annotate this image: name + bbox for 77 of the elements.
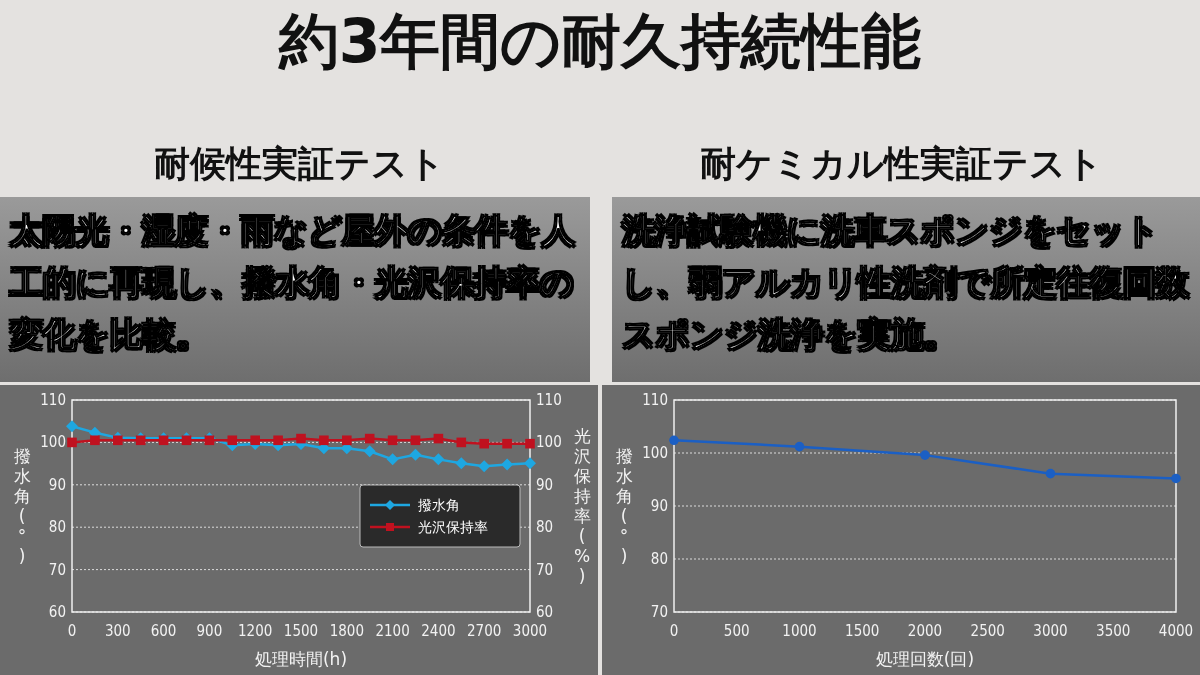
x-tick-label: 2700 (467, 622, 502, 640)
y-tick-label: 110 (642, 391, 668, 409)
x-tick-label: 2000 (907, 622, 943, 640)
x-tick-label: 600 (150, 622, 177, 640)
point (409, 448, 422, 461)
legend-label: 撥水角 (418, 497, 460, 513)
y-tick-label: 80 (48, 518, 66, 537)
x-tick-label: 0 (669, 622, 679, 640)
x-tick-label: 0 (67, 622, 77, 640)
point (920, 450, 930, 460)
point (90, 435, 100, 446)
point (501, 458, 514, 471)
x-tick-label: 2400 (421, 622, 456, 640)
point (387, 435, 398, 446)
y-tick-label: 80 (650, 550, 668, 568)
point (342, 435, 352, 446)
x-tick-label: 3000 (1033, 622, 1068, 640)
point (250, 435, 260, 446)
point (410, 435, 421, 446)
x-tick-label: 1500 (283, 622, 319, 640)
y2-tick-label: 70 (536, 560, 554, 579)
y-axis-title: 撥水角(°) (13, 446, 31, 566)
y2-tick-label: 110 (536, 391, 562, 409)
y2-tick-label: 80 (536, 518, 554, 537)
point (319, 435, 329, 446)
text: 約3年間の耐久持続性能 (277, 5, 923, 78)
point (273, 435, 283, 446)
y-tick-label: 110 (40, 391, 66, 409)
x-tick-label: 1000 (782, 622, 817, 640)
x-tick-label: 2500 (970, 622, 1005, 640)
x-tick-label: 4000 (1158, 622, 1194, 640)
x-tick-label: 900 (196, 622, 223, 640)
point (1045, 468, 1056, 479)
y2-axis-title: 光沢保持率(%) (573, 426, 591, 586)
point (67, 437, 77, 448)
point (364, 433, 375, 444)
point (432, 453, 445, 466)
x-tick-label: 3000 (512, 622, 548, 640)
y-tick-label: 100 (642, 444, 668, 462)
point (386, 453, 399, 466)
x-tick-label: 3500 (1096, 622, 1131, 640)
y-tick-label: 70 (48, 560, 66, 579)
x-tick-label: 1800 (329, 622, 364, 640)
y-tick-label: 60 (48, 603, 66, 621)
chart-subtitle: 太陽光・湿度・雨など屋外の条件を人工的に再現し、撥水角・光沢保持率の変化を比較。 (0, 197, 590, 382)
point (455, 457, 468, 470)
point (66, 420, 78, 433)
chart-title: 耐候性実証テスト (152, 142, 446, 186)
x-tick-label: 500 (723, 622, 750, 640)
point (296, 433, 306, 444)
y-tick-label: 90 (650, 497, 668, 515)
point (227, 435, 238, 446)
y2-tick-label: 100 (536, 433, 562, 452)
point (502, 438, 512, 449)
y2-tick-label: 90 (536, 475, 554, 494)
x-axis-title: 処理回数(回) (875, 649, 975, 669)
y2-tick-label: 60 (536, 603, 554, 621)
x-tick-label: 300 (104, 622, 131, 640)
x-tick-label: 1500 (845, 622, 880, 640)
point (1171, 473, 1181, 484)
point (363, 445, 376, 458)
y-tick-label: 90 (48, 475, 66, 494)
legend-label: 光沢保持率 (418, 519, 488, 535)
point (113, 435, 123, 446)
y-tick-label: 100 (40, 433, 66, 452)
point (669, 435, 679, 446)
point (479, 438, 489, 449)
point (478, 460, 491, 473)
point (794, 441, 805, 452)
y-tick-label: 70 (650, 603, 668, 621)
chart-title: 耐ケミカル性実証テスト (698, 142, 1104, 186)
x-tick-label: 1200 (238, 622, 273, 640)
x-tick-label: 2100 (375, 622, 410, 640)
y-axis-title: 撥水角(°) (615, 446, 633, 566)
point (524, 457, 536, 470)
point (525, 438, 535, 449)
x-axis-title: 処理時間(h) (254, 649, 348, 669)
